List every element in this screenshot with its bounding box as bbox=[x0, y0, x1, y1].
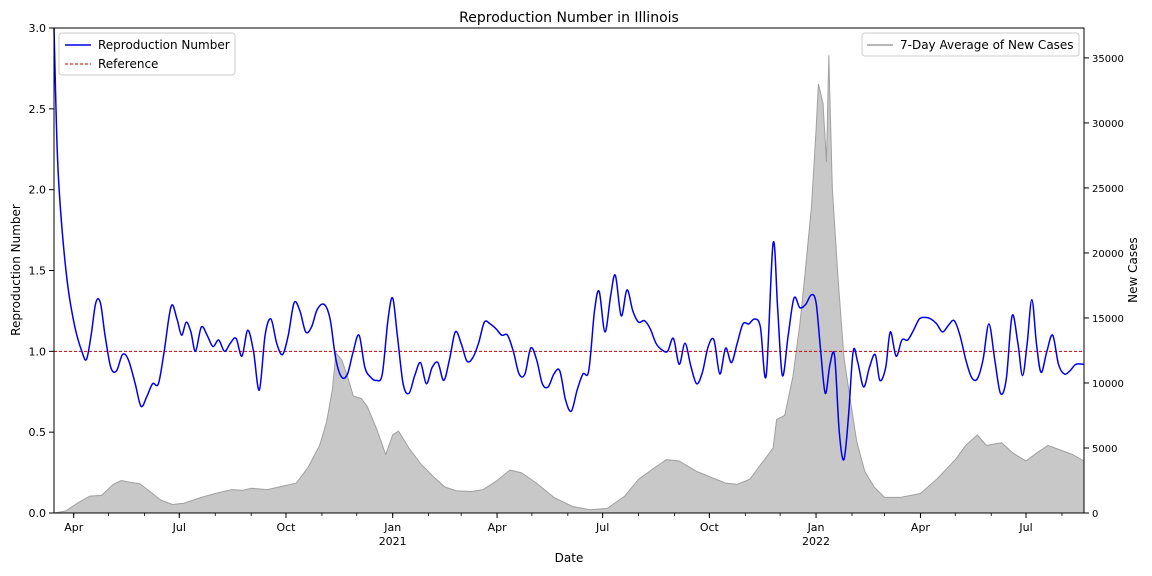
plot-area bbox=[53, 27, 1085, 514]
cases-line bbox=[53, 55, 1085, 514]
x-tick-year-label: 2021 bbox=[379, 535, 407, 548]
legend-left: Reproduction Number Reference bbox=[58, 32, 236, 76]
cases-area bbox=[54, 55, 1084, 514]
x-tick-label: Oct bbox=[276, 521, 296, 534]
chart-title: Reproduction Number in Illinois bbox=[459, 10, 679, 26]
y2-tick-label: 25000 bbox=[1092, 184, 1124, 195]
reproduction-number-line bbox=[53, 27, 1085, 461]
y-tick-label: 0.5 bbox=[29, 426, 47, 439]
y-axis-right: 0 5000 10000 15000 20000 25000 30000 35000 bbox=[1084, 54, 1124, 520]
y2-axis-title: New Cases bbox=[1126, 237, 1140, 303]
y2-tick-label: 15000 bbox=[1092, 314, 1124, 325]
y-axis-title: Reproduction Number bbox=[9, 204, 23, 336]
x-tick-label: Apr bbox=[911, 521, 931, 534]
legend-label-reproduction-number: Reproduction Number bbox=[98, 38, 230, 52]
legend-left-box bbox=[58, 32, 236, 76]
x-tick-label: Jan bbox=[383, 521, 401, 534]
y-axis-left: 0.0 0.5 1.0 1.5 2.0 2.5 3.0 bbox=[29, 22, 54, 520]
y2-tick-label: 10000 bbox=[1092, 379, 1124, 390]
x-tick-label: Jul bbox=[172, 521, 186, 534]
y2-tick-label: 0 bbox=[1092, 509, 1098, 520]
x-axis-title: Date bbox=[555, 551, 584, 565]
x-tick-label: Jul bbox=[1018, 521, 1032, 534]
x-tick-label: Jul bbox=[595, 521, 609, 534]
x-tick-label: Apr bbox=[64, 521, 84, 534]
y2-tick-label: 5000 bbox=[1092, 444, 1117, 455]
y2-tick-label: 35000 bbox=[1092, 54, 1124, 65]
x-tick-label: Jan bbox=[807, 521, 825, 534]
y-tick-label: 1.0 bbox=[29, 345, 47, 358]
y2-tick-label: 20000 bbox=[1092, 249, 1124, 260]
y-tick-label: 1.5 bbox=[29, 265, 47, 278]
y-tick-label: 2.5 bbox=[29, 103, 47, 116]
x-tick-label: Oct bbox=[700, 521, 720, 534]
legend-right-box bbox=[861, 32, 1080, 57]
legend-label-reference: Reference bbox=[98, 57, 158, 71]
x-tick-year-label: 2022 bbox=[802, 535, 830, 548]
x-tick-label: Apr bbox=[488, 521, 508, 534]
y2-tick-label: 30000 bbox=[1092, 119, 1124, 130]
legend-label-new-cases: 7-Day Average of New Cases bbox=[900, 38, 1074, 52]
y-tick-label: 3.0 bbox=[29, 22, 47, 35]
y-tick-label: 2.0 bbox=[29, 184, 47, 197]
legend-right: 7-Day Average of New Cases bbox=[861, 32, 1080, 57]
y-tick-label: 0.0 bbox=[29, 507, 47, 520]
